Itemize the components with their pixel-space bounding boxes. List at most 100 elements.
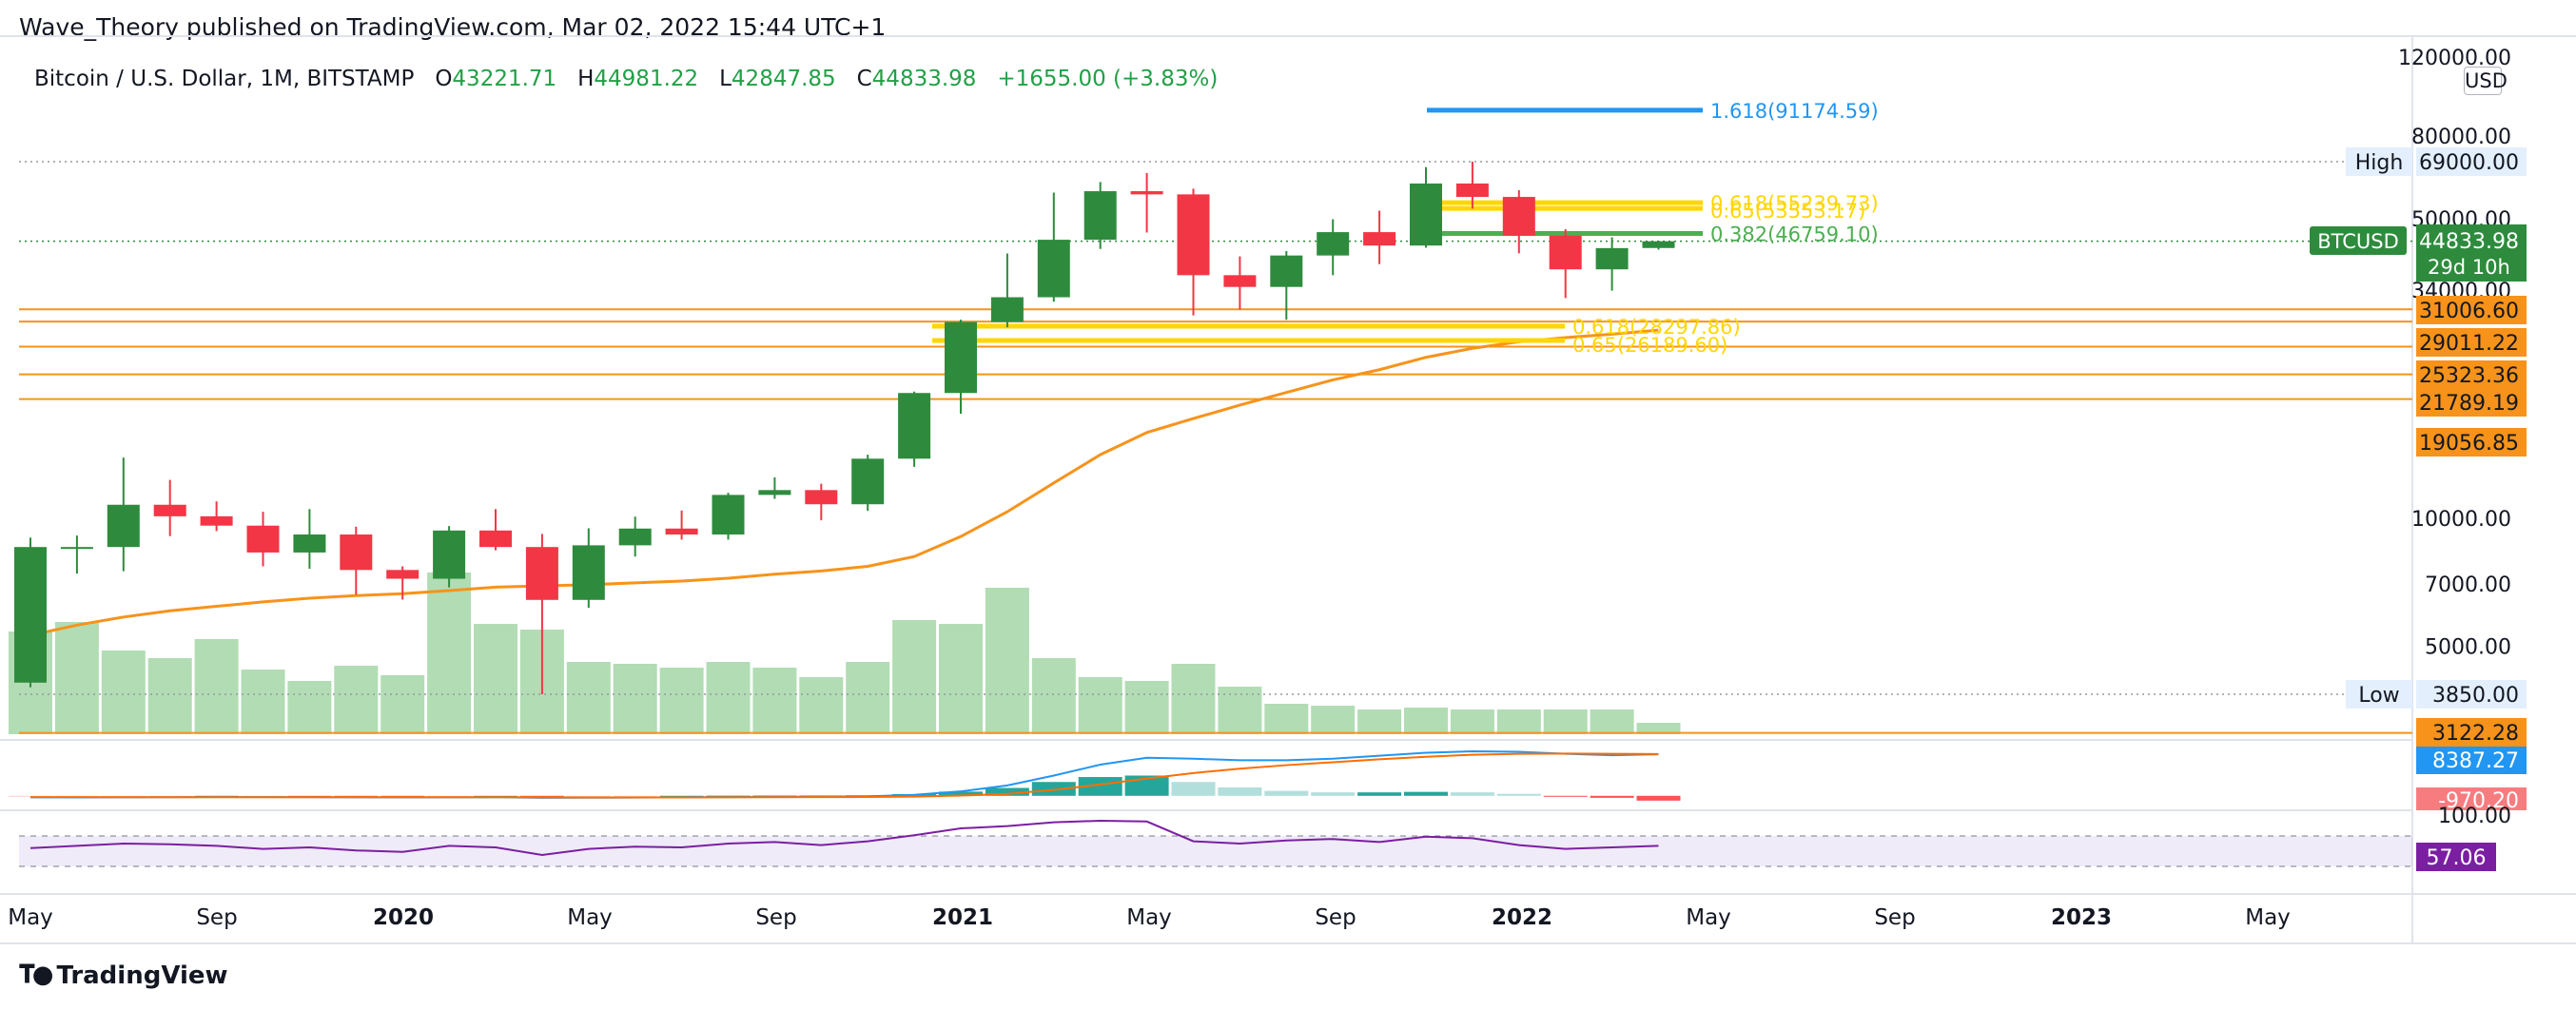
- candle-body: [1502, 197, 1535, 236]
- macd-value: 8387.27: [2432, 749, 2519, 773]
- fib-level-label: 0.65(53553.17): [1710, 200, 1865, 223]
- macd-histogram-bar: [1218, 787, 1262, 796]
- time-tick: Sep: [1874, 905, 1915, 930]
- macd-histogram-bar: [939, 791, 983, 796]
- open-label: O: [435, 67, 453, 91]
- time-tick: May: [1126, 905, 1172, 930]
- btcusd-tag: BTCUSD: [2317, 230, 2399, 253]
- volume-bar: [1218, 687, 1262, 734]
- macd-pane: 8387.27 -970.20: [9, 746, 2527, 813]
- macd-histogram-bar: [985, 787, 1029, 796]
- volume-bar: [147, 658, 192, 734]
- candle-body: [1037, 240, 1070, 298]
- volume-bar: [1357, 709, 1402, 734]
- level-price-label: 29011.22: [2419, 332, 2519, 356]
- candle-body: [1410, 183, 1442, 246]
- rsi-pane: 100.00 57.06: [19, 805, 2511, 871]
- candle-body: [805, 490, 838, 505]
- histogram-value-bg: [2416, 787, 2527, 810]
- candle-body: [200, 515, 233, 526]
- level-price-label-bg: [2416, 718, 2527, 747]
- level-price-label-bg: [2416, 388, 2527, 417]
- rsi-value-bg: [2416, 843, 2496, 871]
- level-price-label-bg: [2416, 428, 2527, 456]
- candle-body: [572, 545, 605, 600]
- candle-body: [153, 504, 186, 516]
- time-tick: 2020: [373, 905, 434, 930]
- low-tag: Low: [2358, 684, 2399, 708]
- price-tick: 10000.00: [2411, 508, 2511, 532]
- low-tag-bg: [2346, 680, 2412, 709]
- candle-body: [525, 547, 558, 600]
- candle-body: [758, 490, 791, 495]
- volume-bar: [1311, 706, 1356, 734]
- macd-histogram-bar: [1264, 790, 1309, 796]
- macd-histogram-bar: [1450, 792, 1494, 796]
- macd-histogram-bar: [1590, 795, 1634, 798]
- level-price-label: 25323.36: [2419, 364, 2519, 388]
- volume-bar: [1590, 709, 1634, 734]
- high-price-label: 69000.00: [2419, 151, 2519, 175]
- fibonacci-levels: 1.618(91174.59) 0.618(55239.73)0.65(53553…: [932, 100, 1879, 357]
- rsi-upper-tick: 100.00: [2438, 805, 2511, 828]
- price-tick: 5000.00: [2425, 635, 2511, 659]
- low-label: L: [719, 67, 732, 91]
- candle-body: [1455, 183, 1489, 198]
- fib-level-label: 0.382(46759.10): [1710, 223, 1879, 245]
- level-price-label: 19056.85: [2419, 432, 2519, 456]
- level-price-label-bg: [2416, 328, 2527, 357]
- volume-bar: [287, 681, 332, 734]
- candle-body: [386, 570, 420, 579]
- level-price-label-bg: [2416, 360, 2527, 389]
- level-price-label-bg: [2416, 296, 2527, 324]
- volume-bar: [613, 664, 657, 734]
- btcusd-tag-bg: [2310, 226, 2407, 255]
- tradingview-logo[interactable]: 𝐓● TradingView: [19, 961, 228, 990]
- candle-body: [898, 393, 931, 459]
- high-price-label-bg: [2416, 147, 2527, 176]
- price-tick: 7000.00: [2425, 573, 2511, 597]
- candle-body: [107, 504, 140, 548]
- rsi-band: [19, 836, 2412, 866]
- macd-histogram-bar: [9, 795, 52, 797]
- volume-bar: [752, 668, 797, 734]
- volume-bar: [241, 670, 285, 734]
- price-tick: 120000.00: [2398, 47, 2511, 70]
- volume-bar: [892, 620, 937, 734]
- macd-histogram-bar: [1404, 791, 1448, 796]
- symbol-title: Bitcoin / U.S. Dollar, 1M, BITSTAMP: [34, 67, 415, 91]
- macd-histogram-bar: [1357, 792, 1402, 796]
- macd-histogram-bar: [1031, 782, 1076, 796]
- candle-body: [1363, 232, 1396, 246]
- candle-body: [1549, 235, 1582, 270]
- currency-button[interactable]: USD: [2464, 67, 2508, 95]
- low-value: 42847.85: [731, 67, 836, 91]
- high-tag-bg: [2346, 147, 2412, 176]
- macd-histogram-bar: [659, 795, 704, 797]
- macd-histogram-bar: [1171, 782, 1216, 796]
- candle-body: [479, 530, 512, 548]
- fib-level-label: 0.618(28297.86): [1572, 316, 1741, 339]
- macd-histogram-bar: [427, 795, 472, 797]
- time-tick: May: [8, 905, 53, 930]
- horizontal-levels: [19, 161, 2412, 734]
- volume-bar: [985, 588, 1029, 734]
- volume-bar: [1496, 709, 1541, 734]
- candle-body: [246, 525, 280, 553]
- rsi-value: 57.06: [2427, 846, 2487, 870]
- high-tag: High: [2355, 151, 2404, 175]
- moving-average: [29, 328, 1659, 637]
- volume-bar: [1636, 723, 1681, 734]
- volume-bar: [939, 624, 983, 734]
- tv-logo-icon: 𝐓●: [19, 961, 53, 989]
- macd-histogram-bar: [381, 795, 425, 797]
- candle-body: [60, 547, 93, 550]
- fib-level-label: 1.618(91174.59): [1710, 100, 1879, 123]
- high-value: 44981.22: [594, 67, 699, 91]
- macd-histogram-bar: [566, 795, 611, 797]
- symbol-legend: Bitcoin / U.S. Dollar, 1M, BITSTAMP O432…: [34, 67, 1218, 91]
- volume-bar: [799, 677, 844, 734]
- volume-bar: [706, 662, 751, 734]
- time-tick: May: [1686, 905, 1731, 930]
